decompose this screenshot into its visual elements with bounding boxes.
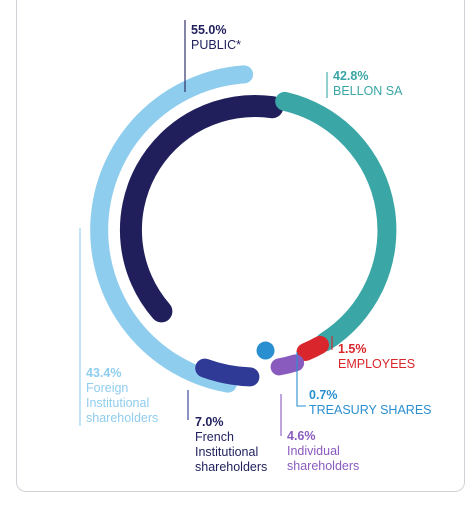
individual-shareholders-label-0: Individual (287, 444, 340, 458)
foreign-institutional-label-1: Institutional (86, 396, 149, 410)
slice-employees (296, 335, 329, 361)
foreign-institutional-pct: 43.4% (86, 366, 121, 380)
bellon-sa-label-0: BELLON SA (333, 84, 403, 98)
leader-treasury (296, 352, 306, 407)
slice-foreign-institutional-shareholders (90, 65, 254, 393)
chart-frame (16, 0, 465, 492)
leader-lines (79, 20, 333, 436)
treasury-shares-pct: 0.7% (309, 388, 338, 402)
employees-label-0: EMPLOYEES (338, 357, 415, 371)
slice-bellon-sa (275, 91, 397, 352)
public-pct: 55.0% (191, 23, 226, 37)
bellon-sa-pct: 42.8% (333, 69, 368, 83)
slice-public (119, 94, 284, 323)
individual-shareholders-pct: 4.6% (287, 429, 316, 443)
slice-french-institutional-shareholders (195, 358, 260, 387)
chart-arcs (90, 65, 397, 393)
treasury-shares-label-0: TREASURY SHARES (309, 403, 432, 417)
individual-shareholders-label-1: shareholders (287, 459, 359, 473)
slice-individual-shareholders (270, 354, 305, 376)
french-institutional-label-0: French (195, 430, 234, 444)
slice-treasury-shares (256, 341, 275, 360)
public-label-0: PUBLIC* (191, 38, 241, 52)
foreign-institutional-label-0: Foreign (86, 381, 128, 395)
french-institutional-pct: 7.0% (195, 415, 224, 429)
foreign-institutional-label-2: shareholders (86, 411, 158, 425)
data-labels: 55.0%PUBLIC* 42.8%BELLON SA 1.5%EMPLOYEES 0… (86, 23, 432, 474)
french-institutional-label-1: Institutional (195, 445, 258, 459)
french-institutional-label-2: shareholders (195, 460, 267, 474)
employees-pct: 1.5% (338, 342, 367, 356)
